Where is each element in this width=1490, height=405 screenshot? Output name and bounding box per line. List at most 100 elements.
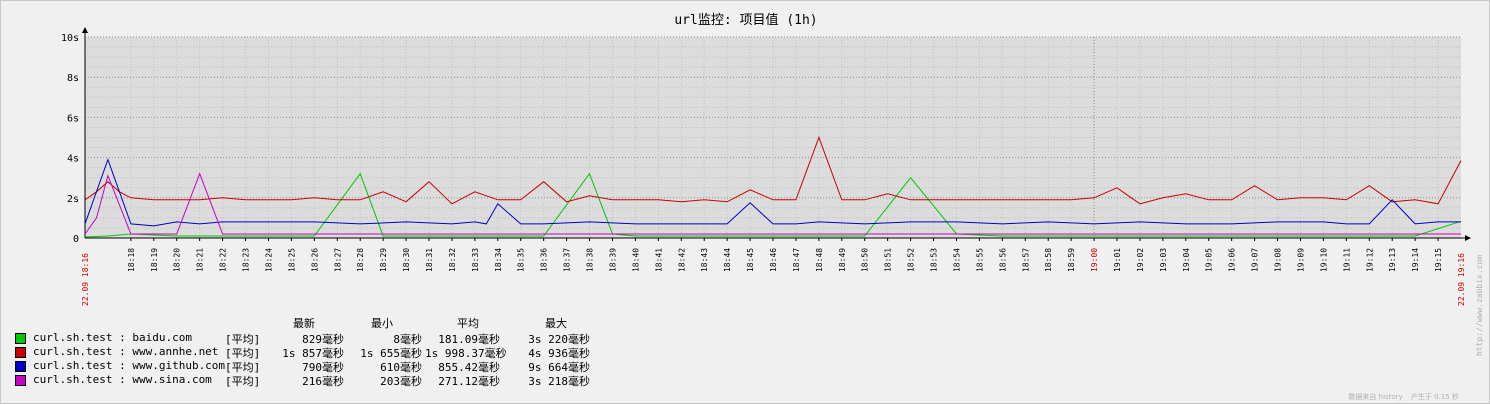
x-tick-label: 18:29 <box>379 248 388 272</box>
legend-header-max: 最大 <box>545 317 567 330</box>
x-tick-label: 19:11 <box>1342 248 1351 272</box>
y-tick-label: 10s <box>61 33 79 44</box>
x-tick-label: 18:49 <box>838 248 847 272</box>
legend-series-name: curl.sh.test : www.github.com <box>33 359 226 372</box>
x-tick-label: 19:02 <box>1136 248 1145 272</box>
x-tick-label: 18:18 <box>127 248 136 272</box>
x-tick-label: 18:48 <box>815 248 824 272</box>
x-tick-label: 18:55 <box>975 248 984 272</box>
x-tick-label: 18:20 <box>173 248 182 272</box>
x-tick-label: 18:52 <box>907 248 916 272</box>
x-tick-label: 18:54 <box>952 248 961 272</box>
x-tick-label: 18:25 <box>287 248 296 272</box>
legend-min: 8毫秒 <box>393 333 422 346</box>
x-tick-label: 18:43 <box>700 248 709 272</box>
y-tick-label: 0 <box>73 234 79 245</box>
legend-series-name: curl.sh.test : www.annhe.net <box>33 345 219 358</box>
footer-generated: 产生于 0.15 秒 <box>1410 393 1459 401</box>
x-end-label: 22.09 19:16 <box>1457 253 1466 306</box>
series-line-0 <box>84 172 1462 238</box>
legend-header-min: 最小 <box>371 317 393 330</box>
x-tick-label: 18:23 <box>242 248 251 272</box>
x-tick-label: 18:35 <box>517 248 526 272</box>
x-tick-label: 19:00 <box>1090 248 1099 272</box>
legend-header-avg: 平均 <box>457 317 479 330</box>
x-tick-label: 19:15 <box>1434 248 1443 272</box>
y-tick-label: 6s <box>67 113 79 124</box>
x-tick-label: 18:37 <box>563 248 572 272</box>
x-tick-label: 18:50 <box>861 248 870 272</box>
x-tick-label: 18:41 <box>654 248 663 272</box>
x-tick-label: 18:47 <box>792 248 801 272</box>
x-tick-label: 19:03 <box>1159 248 1168 272</box>
legend-func: [平均] <box>225 361 261 374</box>
footer: 数据来自 history 产生于 0.15 秒 <box>1342 392 1459 402</box>
legend-avg: 855.42毫秒 <box>438 361 500 374</box>
legend-min: 203毫秒 <box>380 375 422 388</box>
x-tick-label: 18:56 <box>998 248 1007 272</box>
x-tick-label: 19:13 <box>1388 248 1397 272</box>
x-tick-label: 19:12 <box>1365 248 1374 272</box>
legend-last: 790毫秒 <box>302 361 344 374</box>
x-tick-label: 18:19 <box>150 248 159 272</box>
legend-last: 216毫秒 <box>302 375 344 388</box>
y-axis-arrow <box>82 27 88 33</box>
x-tick-label: 18:31 <box>425 248 434 272</box>
legend-min: 610毫秒 <box>380 361 422 374</box>
series-line-3 <box>84 172 1461 235</box>
x-tick-label: 19:14 <box>1411 248 1420 272</box>
legend-swatch <box>15 361 26 372</box>
legend-series-name: curl.sh.test : baidu.com <box>33 331 192 344</box>
x-tick-label: 18:45 <box>746 248 755 272</box>
x-tick-label: 18:21 <box>196 248 205 272</box>
x-tick-label: 18:44 <box>723 248 732 272</box>
x-tick-label: 18:58 <box>1044 248 1053 272</box>
legend-min: 1s 655毫秒 <box>360 347 422 360</box>
x-tick-label: 19:05 <box>1205 248 1214 272</box>
legend-max: 3s 218毫秒 <box>528 375 590 388</box>
x-tick-label: 18:22 <box>219 248 228 272</box>
x-tick-label: 18:53 <box>930 248 939 272</box>
x-tick-label: 18:39 <box>608 248 617 272</box>
x-tick-label: 18:46 <box>769 248 778 272</box>
series-line-1 <box>84 136 1462 205</box>
x-tick-label: 18:36 <box>540 248 549 272</box>
x-tick-label: 18:28 <box>356 248 365 272</box>
x-tick-label: 19:09 <box>1296 248 1305 272</box>
x-tick-label: 18:57 <box>1021 248 1030 272</box>
x-axis-arrow <box>1465 235 1471 241</box>
x-tick-label: 18:26 <box>310 248 319 272</box>
y-tick-label: 4s <box>67 154 79 165</box>
x-tick-label: 18:34 <box>494 248 503 272</box>
x-tick-label: 18:24 <box>264 248 273 272</box>
footer-data-source: 数据来自 history <box>1348 393 1403 401</box>
legend-header-last: 最新 <box>293 317 315 330</box>
legend-last: 1s 857毫秒 <box>282 347 344 360</box>
x-tick-label: 18:42 <box>677 248 686 272</box>
legend-func: [平均] <box>225 333 261 346</box>
series-line-2 <box>84 158 1461 227</box>
legend-max: 4s 936毫秒 <box>528 347 590 360</box>
legend-max: 9s 664毫秒 <box>528 361 590 374</box>
legend-func: [平均] <box>225 347 261 360</box>
legend-series-name: curl.sh.test : www.sina.com <box>33 373 212 386</box>
x-tick-label: 18:40 <box>631 248 640 272</box>
x-tick-label: 19:06 <box>1228 248 1237 272</box>
x-tick-label: 19:01 <box>1113 248 1122 272</box>
y-tick-label: 8s <box>67 73 79 84</box>
legend-avg: 181.09毫秒 <box>438 333 500 346</box>
side-url: http://www.zabbix.com <box>1475 254 1484 356</box>
x-tick-label: 19:10 <box>1319 248 1328 272</box>
x-tick-label: 18:32 <box>448 248 457 272</box>
y-tick-label: 2s <box>67 194 79 205</box>
x-tick-label: 18:38 <box>586 248 595 272</box>
legend-avg: 1s 998.37毫秒 <box>425 347 507 360</box>
x-tick-label: 18:51 <box>884 248 893 272</box>
x-tick-label: 19:07 <box>1251 248 1260 272</box>
x-start-label: 22.09 18:16 <box>81 253 90 306</box>
legend-func: [平均] <box>225 375 261 388</box>
legend-swatch <box>15 333 26 344</box>
legend-avg: 271.12毫秒 <box>438 375 500 388</box>
